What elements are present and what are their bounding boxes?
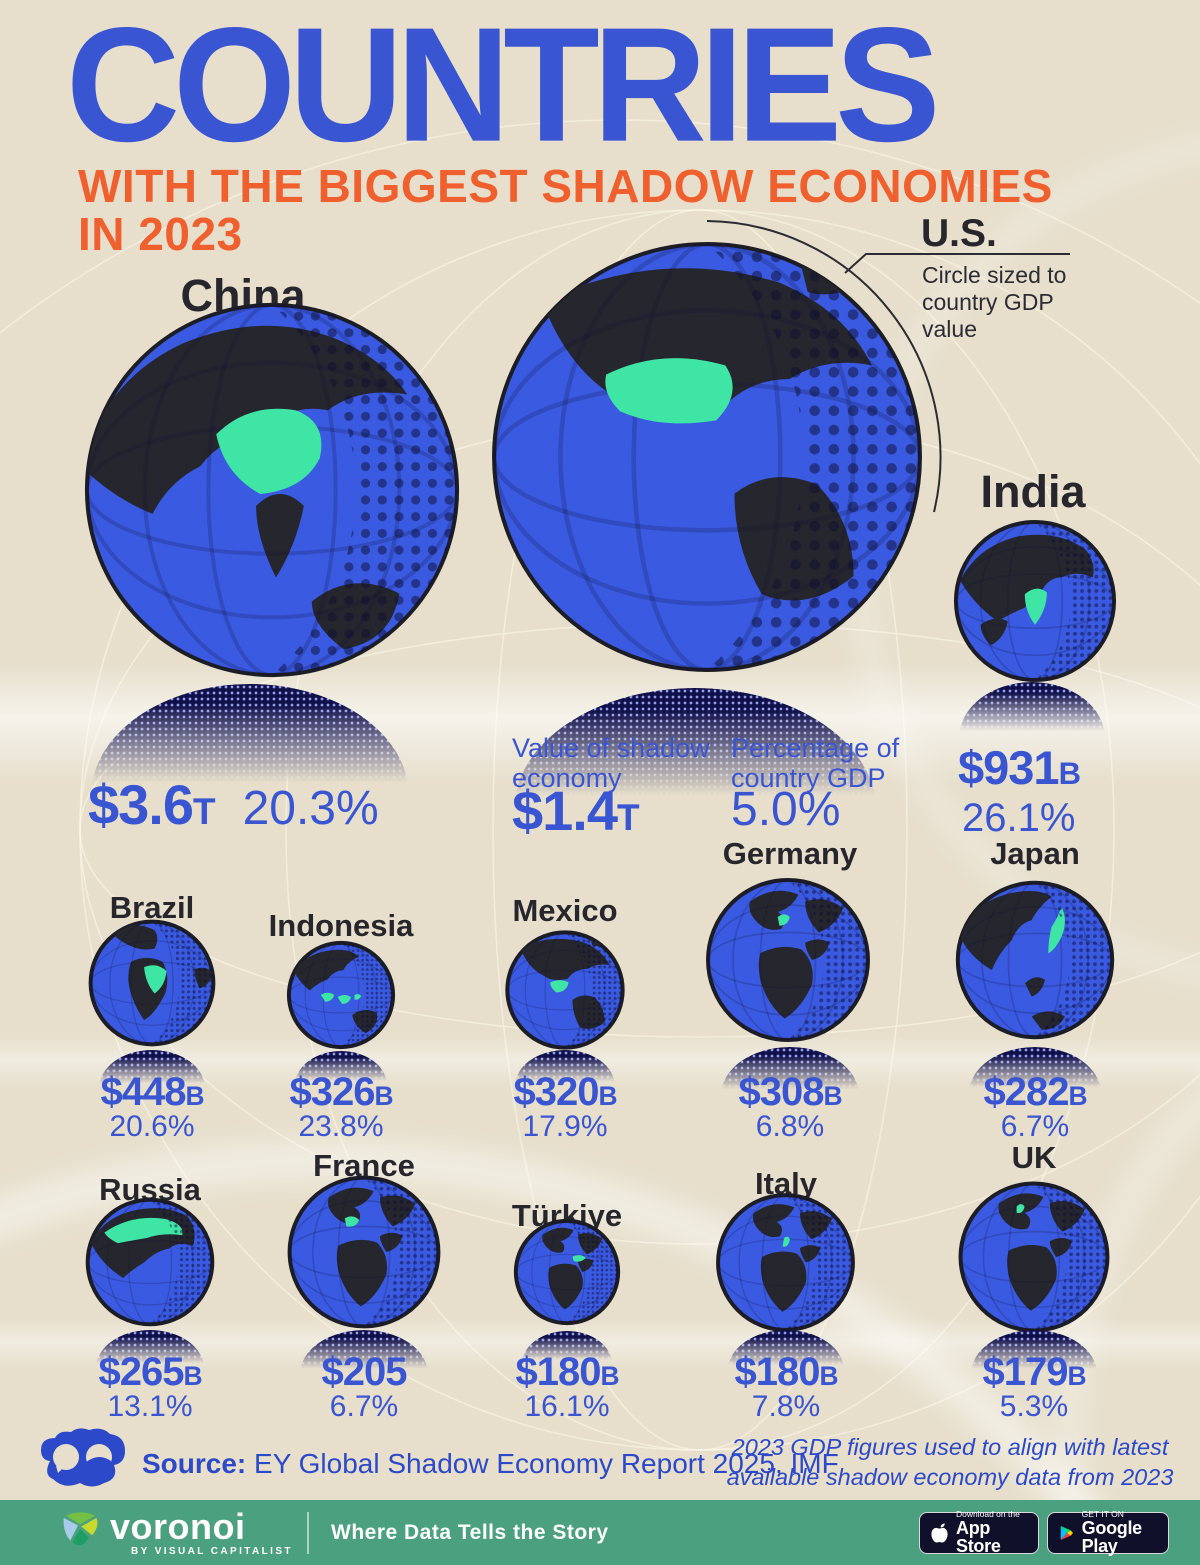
percent-axis-label: Percentage of country GDP	[731, 733, 900, 794]
globe-indonesia	[285, 939, 397, 1051]
voronoi-app-icon	[41, 1428, 125, 1487]
country-label-japan: Japan	[990, 836, 1080, 871]
globe-mexico	[503, 928, 627, 1052]
globe-us	[478, 228, 936, 686]
country-label-germany: Germany	[722, 836, 858, 871]
app-store-badge[interactable]: Download on the App Store	[919, 1508, 1039, 1557]
percent-italy: 7.8%	[751, 1390, 821, 1423]
value-india: $931B	[958, 741, 1081, 794]
percent-us: 5.0%	[731, 783, 841, 836]
page-title: COUNTRIES	[66, 0, 941, 176]
percent-brazil: 20.6%	[109, 1110, 195, 1143]
globe-russia	[83, 1195, 217, 1329]
badge-big-text: App Store	[956, 1517, 1001, 1557]
percent-uk: 5.3%	[999, 1390, 1069, 1423]
badge-big-text: Google Play	[1081, 1517, 1143, 1557]
value-uk: $179B	[982, 1350, 1086, 1394]
percent-germany: 6.8%	[755, 1110, 825, 1143]
country-label-us: U.S.	[921, 212, 997, 255]
globe-uk	[955, 1178, 1113, 1336]
footnote: 2023 GDP figures used to align with late…	[726, 1434, 1174, 1491]
globe-italy	[713, 1190, 858, 1335]
value-germany: $308B	[738, 1070, 842, 1114]
globe-china	[73, 291, 471, 689]
percent-france: 6.7%	[329, 1390, 399, 1423]
percent-india: 26.1%	[962, 796, 1076, 840]
reflection-india	[959, 682, 1105, 738]
country-label-india: India	[980, 466, 1086, 517]
voronoi-byline: BY VISUAL CAPITALIST	[131, 1546, 293, 1557]
voronoi-wordmark: voronoi	[110, 1506, 246, 1547]
percent-indonesia: 23.8%	[298, 1110, 384, 1143]
page-subtitle-line1: WITH THE BIGGEST SHADOW ECONOMIES	[78, 160, 1053, 212]
country-label-mexico: Mexico	[512, 893, 618, 928]
badge-small-text: Download on the	[956, 1508, 1020, 1519]
percent-russia: 13.1%	[107, 1390, 193, 1423]
value-brazil: $448B	[100, 1070, 204, 1114]
globe-turkiye	[512, 1217, 622, 1327]
source-text: Source: EY Global Shadow Economy Report …	[142, 1448, 839, 1479]
percent-mexico: 17.9%	[522, 1110, 608, 1143]
globe-france	[284, 1172, 444, 1332]
globe-japan	[952, 877, 1118, 1043]
value-row-china: $3.6T 20.3%	[88, 772, 379, 837]
google-play-icon	[1060, 1526, 1073, 1540]
percent-china: 20.3%	[242, 782, 379, 835]
globe-germany	[702, 874, 874, 1046]
country-label-indonesia: Indonesia	[268, 908, 414, 943]
percent-turkiye: 16.1%	[524, 1390, 610, 1423]
value-turkiye: $180B	[515, 1350, 619, 1394]
page-subtitle-line2: IN 2023	[78, 208, 243, 260]
google-play-badge[interactable]: GET IT ON Google Play	[1047, 1508, 1169, 1557]
value-china: $3.6T	[88, 773, 216, 836]
value-italy: $180B	[734, 1350, 838, 1394]
globe-brazil	[86, 917, 218, 1049]
value-axis-label: Value of shadow economy	[512, 733, 710, 794]
country-label-uk: UK	[1011, 1140, 1057, 1175]
footer-tagline: Where Data Tells the Story	[331, 1521, 609, 1544]
country-label-brazil: Brazil	[109, 890, 195, 925]
value-us: $1.4T	[512, 779, 640, 842]
apple-icon	[931, 1523, 948, 1543]
value-indonesia: $326B	[289, 1070, 393, 1114]
voronoi-logo-icon	[63, 1512, 98, 1546]
percent-japan: 6.7%	[1000, 1110, 1070, 1143]
footer-divider	[307, 1512, 309, 1554]
value-france: $205	[321, 1350, 408, 1394]
badge-small-text: GET IT ON	[1081, 1508, 1124, 1519]
circle-size-note: Circle sized to country GDP value	[922, 262, 1067, 342]
value-russia: $265B	[98, 1350, 202, 1394]
value-japan: $282B	[983, 1070, 1087, 1114]
value-mexico: $320B	[513, 1070, 617, 1114]
globe-india	[950, 516, 1120, 686]
